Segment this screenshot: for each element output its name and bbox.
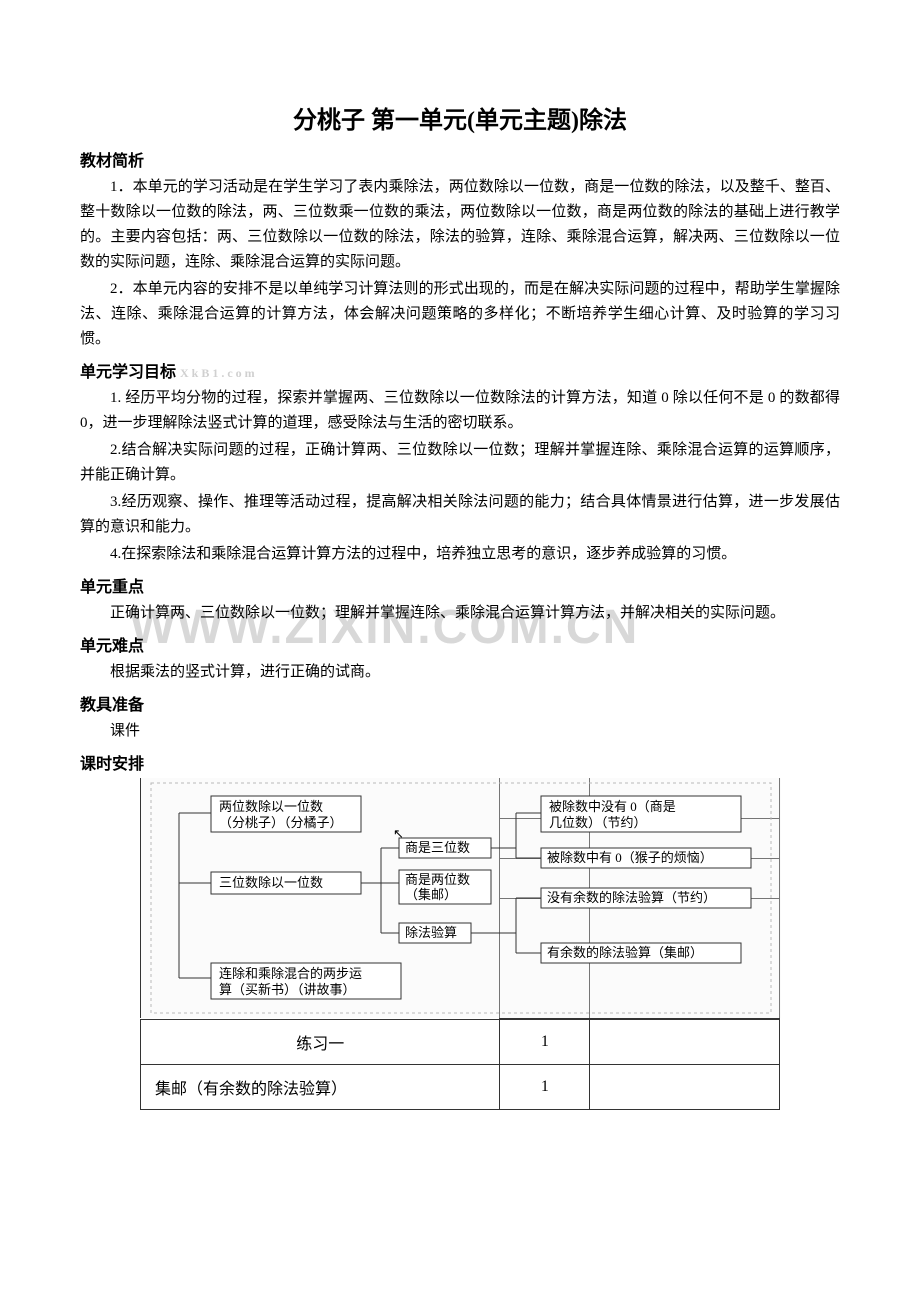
table-cell-c2: 1 — [500, 1019, 590, 1064]
jiaocai-para-1: 1．本单元的学习活动是在学生学习了表内乘除法，两位数除以一位数，商是一位数的除法… — [80, 175, 840, 275]
table-cell-c1: 练习一 — [141, 1019, 500, 1064]
section-jiaocai-title: 教材简析 — [80, 147, 840, 171]
section-zhongdian-title: 单元重点 — [80, 573, 840, 597]
page-title: 分桃子 第一单元(单元主题)除法 — [80, 100, 840, 135]
node-box4-l1: 商是两位数 — [405, 872, 470, 887]
section-keshi-title: 课时安排 — [80, 750, 840, 774]
mubiao-title-text: 单元学习目标 — [80, 364, 176, 381]
node-box9-text: 有余数的除法验算（集邮） — [547, 945, 703, 960]
node-box10-l1: 连除和乘除混合的两步运 — [219, 966, 362, 981]
jiaoju-para: 课件 — [80, 719, 840, 744]
node-box3-text: 商是三位数 — [405, 840, 470, 855]
node-box5-text: 除法验算 — [405, 925, 457, 940]
table-cell-c2: 1 — [500, 1064, 590, 1109]
node-box6-l1: 被除数中没有 0（商是 — [549, 799, 676, 814]
schedule-table: 练习一 1 集邮（有余数的除法验算） 1 — [140, 1019, 780, 1110]
table-row: 练习一 1 — [141, 1019, 780, 1064]
section-mubiao-title: 单元学习目标 X k B 1 . c o m — [80, 358, 840, 382]
node-box1-l2: （分桃子）（分橘子） — [219, 815, 343, 830]
node-box8-text: 没有余数的除法验算（节约） — [547, 890, 716, 905]
zhongdian-para: 正确计算两、三位数除以一位数；理解并掌握连除、乘除混合运算计算方法，并解决相关的… — [80, 601, 840, 626]
cursor-icon: ↖ — [393, 826, 404, 841]
mubiao-para-2: 2.结合解决实际问题的过程，正确计算两、三位数除以一位数；理解并掌握连除、乘除混… — [80, 438, 840, 488]
table-cell-c1: 集邮（有余数的除法验算） — [141, 1064, 500, 1109]
mubiao-para-1: 1. 经历平均分物的过程，探索并掌握两、三位数除以一位数除法的计算方法，知道 0… — [80, 386, 840, 436]
table-cell-c3 — [590, 1064, 780, 1109]
section-jiaoju-title: 教具准备 — [80, 691, 840, 715]
table-row: 集邮（有余数的除法验算） 1 — [141, 1064, 780, 1109]
mubiao-faded: X k B 1 . c o m — [180, 366, 255, 380]
node-box7-text: 被除数中有 0（猴子的烦恼） — [547, 850, 713, 865]
flow-diagram: 两位数除以一位数 （分桃子）（分橘子） 三位数除以一位数 商是 — [141, 778, 781, 1018]
node-box6-l2: 几位数）（节约） — [549, 815, 647, 830]
mubiao-para-3: 3.经历观察、操作、推理等活动过程，提高解决相关除法问题的能力；结合具体情景进行… — [80, 490, 840, 540]
nandian-para: 根据乘法的竖式计算，进行正确的试商。 — [80, 660, 840, 685]
document-content: 分桃子 第一单元(单元主题)除法 教材简析 1．本单元的学习活动是在学生学习了表… — [80, 100, 840, 1110]
section-nandian-title: 单元难点 — [80, 632, 840, 656]
node-box1-l1: 两位数除以一位数 — [219, 799, 323, 814]
partial-table: 两位数除以一位数 （分桃子）（分橘子） 三位数除以一位数 商是 — [140, 778, 780, 1019]
node-box2-text: 三位数除以一位数 — [219, 875, 323, 890]
jiaocai-para-2: 2．本单元内容的安排不是以单纯学习计算法则的形式出现的，而是在解决实际问题的过程… — [80, 277, 840, 352]
node-box10-l2: 算（买新书）（讲故事） — [219, 982, 356, 997]
node-box4-l2: （集邮） — [405, 887, 457, 902]
mubiao-para-4: 4.在探索除法和乘除混合运算计算方法的过程中，培养独立思考的意识，逐步养成验算的… — [80, 542, 840, 567]
table-cell-c3 — [590, 1019, 780, 1064]
